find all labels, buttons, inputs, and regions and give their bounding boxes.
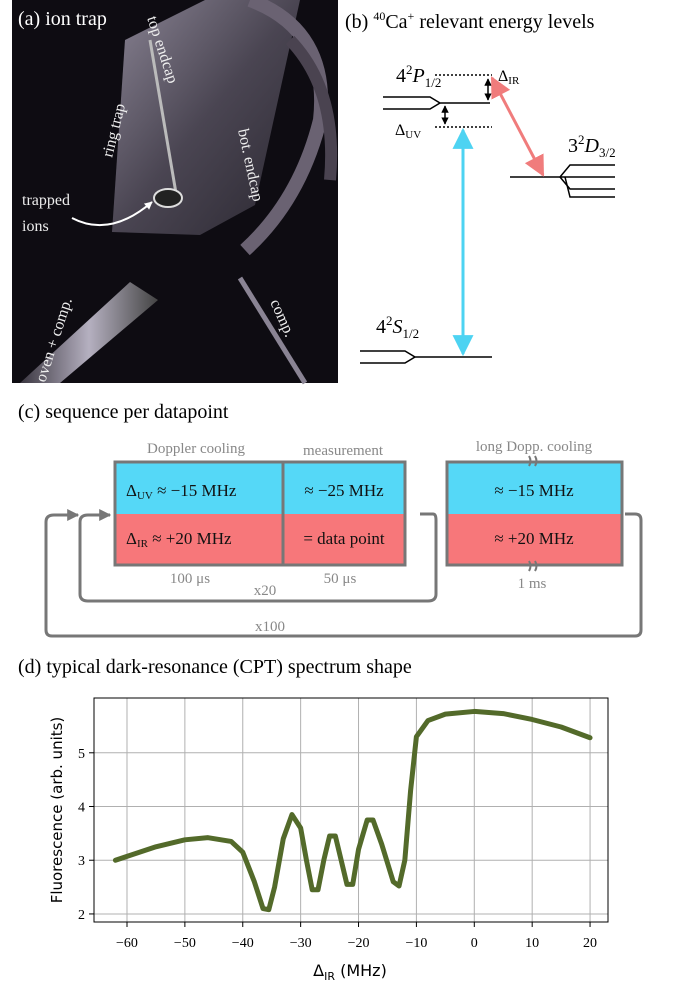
label-part: (b) xyxy=(345,11,373,33)
label-part: S xyxy=(393,316,403,338)
duration: 100 μs xyxy=(170,571,210,587)
d-level xyxy=(565,177,615,197)
annotation: trapped xyxy=(22,192,70,209)
x-tick-label: −20 xyxy=(348,936,370,951)
x-tick-label: 10 xyxy=(525,936,539,951)
label-part: 1/2 xyxy=(425,75,442,90)
d-level xyxy=(510,165,615,177)
level-label: 42P1/2 xyxy=(396,62,441,90)
chart-title: (d) typical dark-resonance (CPT) spectru… xyxy=(18,656,412,678)
label-part: P xyxy=(412,65,425,87)
ion-hole xyxy=(154,189,182,207)
ir-setting: ≈ +20 MHz xyxy=(494,529,574,548)
p-level xyxy=(383,103,440,109)
detuning-label: ΔUV xyxy=(395,122,421,141)
stage-name: long Dopp. cooling xyxy=(476,439,593,455)
stage-name: measurement xyxy=(303,443,384,459)
figure: (a) ion trap top endcap ring trap bot. e… xyxy=(0,0,680,983)
p-level xyxy=(383,97,490,103)
label-part: UV xyxy=(137,490,153,502)
panel-label: (b) 40Ca+ relevant energy levels xyxy=(345,9,595,33)
label-part: 4 xyxy=(376,316,386,338)
s-level xyxy=(360,351,492,357)
x-tick-label: −60 xyxy=(116,936,138,951)
level-label: 32D3/2 xyxy=(568,132,616,160)
label-part: IR xyxy=(508,75,520,87)
label-part: relevant energy levels xyxy=(414,11,594,33)
loop-count: x100 xyxy=(255,619,285,635)
label-part: Ca xyxy=(385,11,407,33)
panel-label: (c) sequence per datapoint xyxy=(18,401,229,423)
label-part: 3/2 xyxy=(599,145,616,160)
label-part: UV xyxy=(405,129,421,141)
x-tick-label: 20 xyxy=(583,936,597,951)
y-tick-label: 3 xyxy=(78,854,85,869)
uv-setting: ≈ −25 MHz xyxy=(304,481,384,500)
y-tick-label: 2 xyxy=(78,908,85,923)
label-part: IR xyxy=(324,970,335,983)
duration: 1 ms xyxy=(518,576,547,592)
x-tick-label: 0 xyxy=(471,936,478,951)
annotation: ions xyxy=(22,218,49,235)
label-part: 40 xyxy=(373,9,385,23)
level-panel: (b) 40Ca+ relevant energy levels 42P1/2 … xyxy=(345,9,616,363)
label-part: ≈ −15 MHz xyxy=(153,481,237,500)
label-part: D xyxy=(584,135,600,157)
uv-setting: ≈ −15 MHz xyxy=(494,481,574,500)
loop-count: x20 xyxy=(254,583,277,599)
label-part: Δ xyxy=(395,122,405,139)
x-tick-label: −50 xyxy=(174,936,196,951)
label-part: 1/2 xyxy=(403,326,420,341)
label-part: (MHz) xyxy=(335,961,387,980)
label-part: IR xyxy=(137,538,149,550)
label-part: Δ xyxy=(313,961,324,980)
sequence-panel: (c) sequence per datapoint Doppler cooli… xyxy=(18,401,641,636)
x-axis-label: ΔIR (MHz) xyxy=(313,961,387,983)
x-tick-label: −30 xyxy=(290,936,312,951)
label-part: Δ xyxy=(126,529,137,548)
s-level xyxy=(360,357,415,363)
duration: 50 μs xyxy=(324,571,357,587)
plot-frame xyxy=(94,698,608,922)
label-part: ≈ +20 MHz xyxy=(148,529,232,548)
photo-panel: (a) ion trap top endcap ring trap bot. e… xyxy=(12,0,338,384)
ir-transition xyxy=(492,78,543,175)
label-part: Δ xyxy=(126,481,137,500)
spectrum-chart: (d) typical dark-resonance (CPT) spectru… xyxy=(18,656,608,983)
label-part: Δ xyxy=(498,68,508,85)
stage-name: Doppler cooling xyxy=(147,441,245,457)
level-label: 42S1/2 xyxy=(376,313,419,341)
spectrum-line xyxy=(115,711,590,909)
y-tick-label: 5 xyxy=(78,747,85,762)
x-tick-label: −40 xyxy=(232,936,254,951)
detuning-label: ΔIR xyxy=(498,68,520,87)
label-part: 4 xyxy=(396,65,406,87)
y-tick-label: 4 xyxy=(78,801,85,816)
y-axis-label: Fluorescence (arb. units) xyxy=(48,717,66,904)
label-part: 3 xyxy=(568,135,578,157)
ir-setting: = data point xyxy=(303,529,385,548)
panel-label: (a) ion trap xyxy=(18,8,107,30)
x-tick-label: −10 xyxy=(405,936,427,951)
